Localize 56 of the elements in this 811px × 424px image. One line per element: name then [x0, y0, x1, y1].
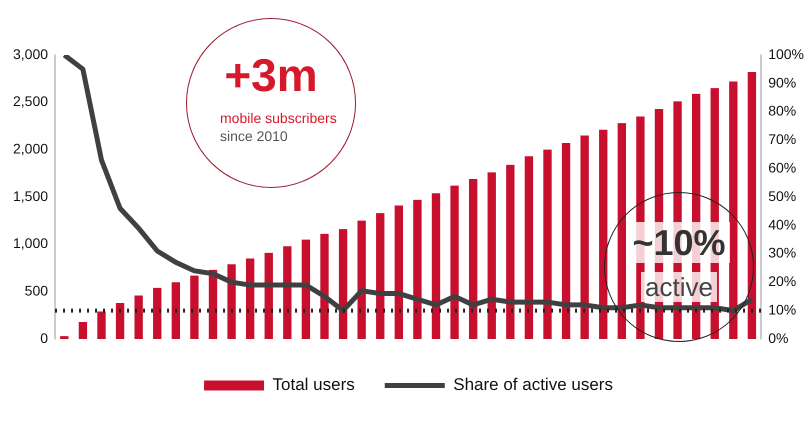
bar: [394, 206, 404, 339]
y2-tick-label: 10%: [768, 301, 796, 318]
y2-tick-label: 20%: [768, 273, 796, 290]
bar: [506, 164, 514, 339]
y2-tick-label: 70%: [768, 131, 796, 148]
bar: [227, 264, 236, 339]
bar: [413, 200, 422, 339]
bar: [172, 282, 180, 339]
y-tick-label: 2,000: [12, 140, 48, 157]
y-tick-label: 0: [40, 330, 48, 346]
bar: [580, 135, 589, 339]
bar: [338, 229, 348, 339]
bar: [60, 336, 69, 339]
y-tick-label: 1,000: [12, 235, 48, 252]
y-tick-label: 500: [24, 282, 48, 299]
bar: [729, 82, 738, 339]
legend-label: Total users: [272, 375, 355, 394]
bar: [618, 123, 626, 339]
bar: [302, 240, 310, 339]
y2-tick-label: 60%: [768, 159, 796, 176]
bar: [190, 276, 199, 339]
y2-tick-label: 90%: [768, 74, 796, 90]
bar: [264, 252, 273, 339]
y2-tick-label: 100%: [768, 46, 804, 62]
bar: [357, 220, 366, 339]
bar: [78, 322, 88, 339]
bar: [97, 312, 106, 339]
bar: [599, 130, 608, 339]
annotation: +3m: [224, 49, 318, 101]
bar: [748, 72, 756, 339]
y2-tick-label: 50%: [768, 188, 796, 204]
bar: [468, 179, 478, 339]
y-tick-label: 2,500: [12, 93, 48, 110]
bar: [153, 288, 162, 339]
annotation: active: [641, 272, 717, 302]
annotation: since 2010: [220, 128, 288, 144]
bar: [116, 303, 124, 339]
bar: [376, 213, 384, 339]
bar: [524, 156, 534, 339]
y2-tick-label: 40%: [768, 216, 796, 232]
bar: [283, 246, 292, 339]
bar: [543, 150, 552, 339]
y-tick-label: 1,500: [12, 188, 48, 204]
annotation: ~10%: [628, 222, 730, 263]
y-tick-label: 3,000: [12, 46, 48, 62]
y2-tick-label: 0%: [768, 330, 788, 346]
annotation: mobile subscribers: [220, 110, 337, 126]
bar: [134, 295, 143, 339]
bar: [562, 143, 570, 339]
legend-label: Share of active users: [453, 375, 613, 394]
bar: [488, 172, 496, 339]
bar: [246, 258, 254, 339]
y2-tick-label: 30%: [768, 244, 796, 261]
bar: [450, 186, 459, 339]
y2-tick-label: 80%: [768, 102, 796, 119]
bar: [432, 193, 440, 339]
